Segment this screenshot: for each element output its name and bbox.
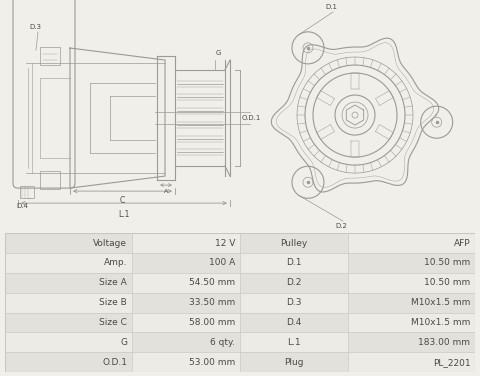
Bar [20,186,34,198]
Text: Size B: Size B [99,298,127,307]
Text: D.1: D.1 [287,258,302,267]
Text: M10x1.5 mm: M10x1.5 mm [411,298,470,307]
Text: O.D.1: O.D.1 [242,115,262,121]
Text: Size C: Size C [99,318,127,327]
Text: Size A: Size A [99,278,127,287]
Text: D.2: D.2 [287,278,302,287]
Bar [240,233,348,253]
Bar [240,293,348,312]
Text: PL_2201: PL_2201 [433,358,470,367]
Bar [348,332,475,352]
Text: 10.50 mm: 10.50 mm [424,258,470,267]
Bar [240,253,348,273]
Text: D.2: D.2 [335,223,347,229]
Text: 10.50 mm: 10.50 mm [424,278,470,287]
Bar [5,332,132,352]
Bar [132,312,240,332]
Bar [240,332,348,352]
Bar [240,273,348,293]
Text: Pulley: Pulley [280,238,308,247]
Text: Voltage: Voltage [93,238,127,247]
Text: 183.00 mm: 183.00 mm [419,338,470,347]
Text: 33.50 mm: 33.50 mm [189,298,235,307]
Text: L.1: L.1 [118,210,130,219]
Bar [348,233,475,253]
Text: D.3: D.3 [287,298,302,307]
Text: G: G [120,338,127,347]
Text: G: G [216,50,221,56]
Bar [5,253,132,273]
Bar [348,293,475,312]
Bar [132,332,240,352]
Text: D.4: D.4 [16,203,28,209]
Text: C: C [120,196,125,205]
Bar [240,352,348,372]
Bar [132,352,240,372]
Bar [348,352,475,372]
Text: 12 V: 12 V [215,238,235,247]
Text: 53.00 mm: 53.00 mm [189,358,235,367]
Text: Amp.: Amp. [104,258,127,267]
Text: 58.00 mm: 58.00 mm [189,318,235,327]
Text: 54.50 mm: 54.50 mm [189,278,235,287]
Text: 6 qty.: 6 qty. [210,338,235,347]
Bar [5,273,132,293]
Bar [132,293,240,312]
Bar [132,273,240,293]
Bar [5,312,132,332]
Bar [240,312,348,332]
Bar [40,171,60,189]
Bar [5,233,132,253]
Bar [348,253,475,273]
Text: Plug: Plug [284,358,304,367]
Bar [5,293,132,312]
Bar [132,233,240,253]
Bar [132,253,240,273]
Text: D.3: D.3 [29,24,41,30]
Text: D.1: D.1 [325,4,337,10]
Bar [40,47,60,65]
Text: M10x1.5 mm: M10x1.5 mm [411,318,470,327]
Bar [348,273,475,293]
Bar [5,352,132,372]
Text: 100 A: 100 A [209,258,235,267]
Text: L.1: L.1 [288,338,301,347]
Text: O.D.1: O.D.1 [102,358,127,367]
Text: A: A [164,189,168,194]
Bar [348,312,475,332]
Text: AFP: AFP [454,238,470,247]
Text: D.4: D.4 [287,318,302,327]
